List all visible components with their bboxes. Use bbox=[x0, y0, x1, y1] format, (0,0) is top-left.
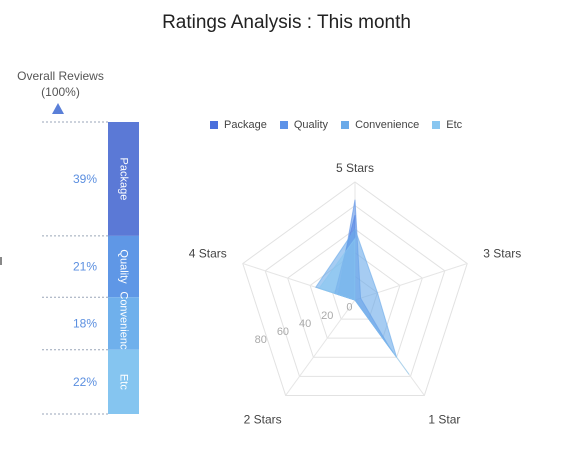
bar-value-label: 22% bbox=[73, 375, 97, 389]
radar-chart: 0 20 40 60 80 5 Stars 3 Stars 1 Star 2 Stars 4 St… bbox=[189, 161, 521, 426]
bar-segment-etc bbox=[108, 349, 139, 414]
overall-reviews-text: Overall Reviews bbox=[17, 69, 104, 83]
bar-category-label: Etc bbox=[118, 374, 130, 390]
legend-label: Etc bbox=[446, 119, 463, 131]
radar-tick-label: 60 bbox=[277, 326, 289, 338]
legend-swatch bbox=[210, 121, 218, 129]
bar-category-label: Convenience bbox=[118, 291, 130, 355]
bar-segment-convenience bbox=[108, 297, 139, 350]
bar-segment-package bbox=[108, 122, 139, 236]
legend-item-package[interactable]: Package bbox=[210, 119, 267, 131]
legend-swatch bbox=[279, 121, 288, 129]
stacked-bar-chart: 39% Package 21% Quality 18% Convenience 22% Etc bbox=[42, 103, 139, 415]
bar-value-label: 21% bbox=[73, 260, 97, 274]
radar-grid-ring bbox=[242, 181, 468, 396]
bar-category-label: Package bbox=[118, 158, 130, 201]
bar-category-label: Quality bbox=[118, 249, 130, 284]
radar-axis-label: 3 Stars bbox=[483, 247, 521, 261]
radar-axis-label: 2 Stars bbox=[244, 412, 282, 426]
edge-mark bbox=[0, 257, 2, 265]
radar-grid-ring bbox=[287, 228, 423, 358]
radar-tick-label: 40 bbox=[299, 318, 311, 330]
radar-axis-label: 1 Star bbox=[428, 412, 460, 426]
overall-reviews-label: Overall Reviews (100%) bbox=[8, 68, 113, 100]
legend-label: Convenience bbox=[355, 119, 420, 131]
radar-legend: Package Quality Convenience Etc bbox=[210, 117, 475, 133]
radar-grid-ring bbox=[264, 204, 446, 377]
radar-spoke bbox=[285, 299, 356, 396]
legend-item-etc[interactable]: Etc bbox=[432, 119, 462, 131]
bar-value-label: 39% bbox=[73, 172, 97, 186]
overall-reviews-percent: (100%) bbox=[41, 85, 80, 99]
radar-series-etc bbox=[318, 237, 410, 375]
radar-tick-label: 0 bbox=[346, 302, 352, 314]
overall-axis-arrow-icon bbox=[52, 103, 64, 114]
legend-label: Quality bbox=[293, 119, 329, 131]
legend-item-quality[interactable]: Quality bbox=[279, 119, 329, 131]
bar-segment-quality bbox=[108, 235, 139, 298]
radar-axis-label: 5 Stars bbox=[336, 161, 374, 175]
radar-tick-label: 20 bbox=[321, 310, 333, 322]
legend-label: Package bbox=[224, 119, 267, 131]
chart-title: Ratings Analysis : This month bbox=[162, 12, 411, 33]
legend-item-convenience[interactable]: Convenience bbox=[341, 119, 419, 131]
bar-value-label: 18% bbox=[73, 316, 97, 330]
radar-axis-label: 4 Stars bbox=[189, 247, 227, 261]
legend-swatch bbox=[432, 121, 441, 129]
radar-tick-label: 80 bbox=[255, 334, 267, 346]
radar-grid-ring bbox=[309, 252, 401, 339]
legend-swatch bbox=[341, 121, 350, 129]
